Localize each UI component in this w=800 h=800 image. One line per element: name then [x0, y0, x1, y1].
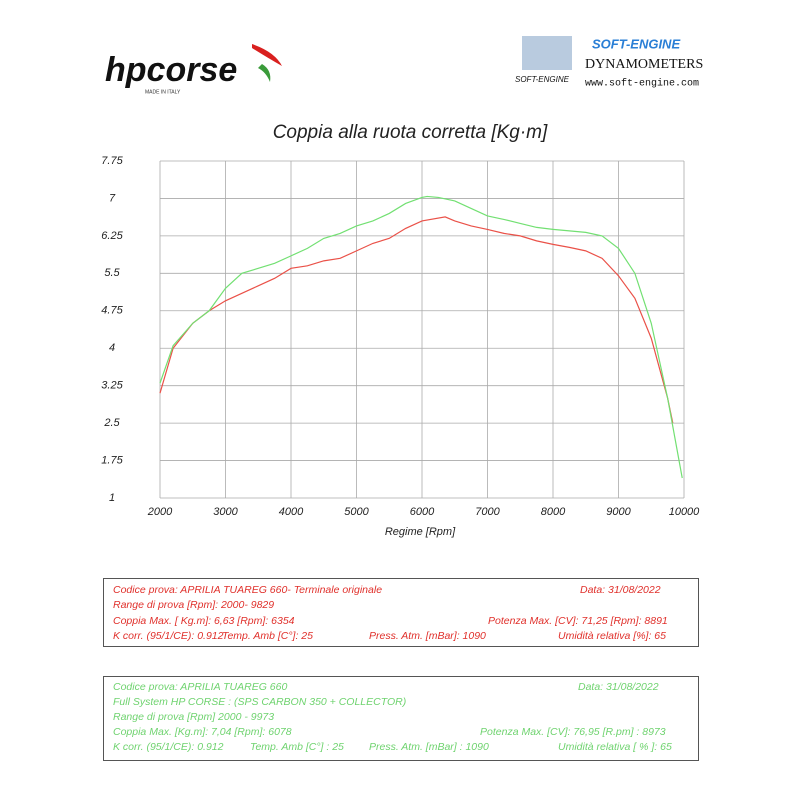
y-tick-label: 1 [109, 492, 115, 504]
info-text: Temp. Amb [C°] : 25 [250, 741, 344, 753]
info-text: Umidità relativa [%]: 65 [558, 630, 666, 642]
y-tick-label: 2.5 [103, 417, 120, 429]
dyno-url: www.soft-engine.com [585, 78, 699, 90]
info-text: Press. Atm. [mBar] : 1090 [369, 741, 489, 753]
logo-swoosh [252, 44, 282, 66]
info-text: Data: 31/08/2022 [580, 584, 661, 596]
info-text: Press. Atm. [mBar]: 1090 [369, 630, 486, 642]
y-tick-label: 5.5 [104, 267, 120, 279]
x-tick-label: 5000 [344, 506, 369, 518]
dyno-logo-text: SOFT-ENGINE [515, 75, 570, 84]
chart-title: Coppia alla ruota corretta [Kg·m] [273, 122, 548, 143]
y-tick-label: 3.25 [101, 380, 123, 392]
x-tick-label: 2000 [147, 506, 173, 518]
torque-line [159, 216, 674, 424]
y-tick-label: 6.25 [101, 230, 123, 242]
info-text: Full System HP CORSE : (SPS CARBON 350 +… [113, 696, 407, 708]
info-box: Codice prova: APRILIA TUAREG 660- Termin… [103, 578, 699, 647]
y-tick-label: 7 [109, 192, 116, 204]
info-text: Coppia Max. [ Kg.m]: 6,63 [Rpm]: 6354 [113, 615, 295, 627]
info-text: Coppia Max. [Kg.m]: 7,04 [Rpm]: 6078 [113, 726, 292, 738]
y-tick-label: 7.75 [101, 155, 123, 167]
info-text: K corr. (95/1/CE): 0.912 [113, 630, 224, 642]
info-text: Codice prova: APRILIA TUAREG 660 [113, 681, 288, 693]
info-text: Range di prova [Rpm] 2000 - 9973 [113, 711, 275, 723]
info-text: Temp. Amb [C°]: 25 [222, 630, 313, 642]
info-text: Codice prova: APRILIA TUAREG 660- Termin… [113, 584, 383, 596]
x-tick-label: 10000 [669, 506, 700, 518]
info-text: Potenza Max. [CV]: 76,95 [R.pm] : 8973 [480, 726, 666, 738]
torque-line [159, 195, 683, 479]
info-text: Range di prova [Rpm]: 2000- 9829 [113, 599, 275, 611]
logo-swoosh [258, 64, 271, 82]
dyno-subtitle: DYNAMOMETERS [585, 57, 703, 72]
x-axis-label: Regime [Rpm] [385, 526, 456, 538]
info-text: Data: 31/08/2022 [578, 681, 659, 693]
x-tick-label: 9000 [606, 506, 631, 518]
brand-logo: hpcorse [105, 51, 237, 89]
dyno-logo [522, 36, 572, 70]
x-tick-label: 3000 [213, 506, 238, 518]
x-tick-label: 7000 [475, 506, 500, 518]
x-tick-label: 6000 [410, 506, 435, 518]
info-text: Potenza Max. [CV]: 71,25 [Rpm]: 8891 [488, 615, 668, 627]
info-text: K corr. (95/1/CE): 0.912 [113, 741, 224, 753]
y-tick-label: 4 [109, 342, 115, 354]
dyno-brand: SOFT-ENGINE [592, 36, 680, 51]
x-tick-label: 4000 [279, 506, 304, 518]
y-tick-label: 1.75 [101, 454, 123, 466]
brand-tagline: MADE IN ITALY [145, 89, 181, 95]
info-box: Codice prova: APRILIA TUAREG 660 Data: 3… [103, 676, 699, 761]
info-text: Umidità relativa [ % ]: 65 [558, 741, 672, 753]
x-tick-label: 8000 [541, 506, 566, 518]
y-tick-label: 4.75 [101, 305, 123, 317]
